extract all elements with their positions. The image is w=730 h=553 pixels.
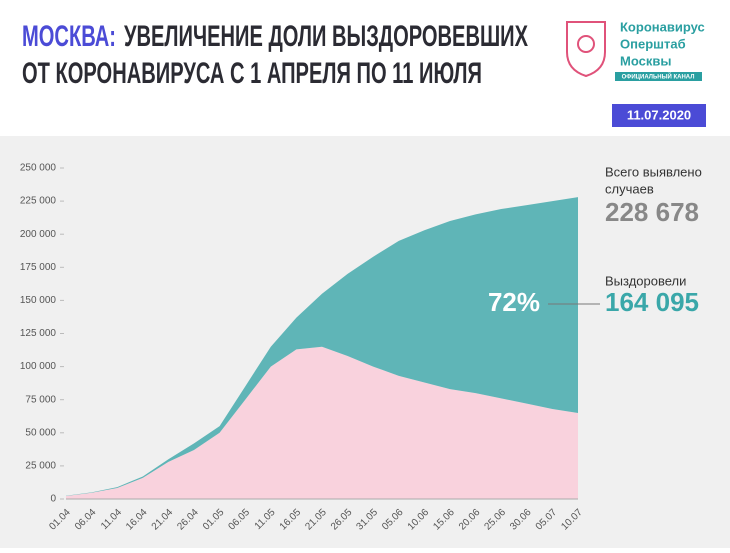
total-label: Всего выявлено <box>605 164 702 179</box>
title-city: МОСКВА: <box>22 20 116 53</box>
recovered-value: 164 095 <box>605 287 699 317</box>
logo-badge <box>615 72 702 81</box>
y-tick-label: 125 000 <box>20 328 57 339</box>
share: 72% <box>488 287 540 317</box>
y-tick-label: 150 000 <box>20 295 57 306</box>
logo-text: Коронавирус <box>620 19 705 34</box>
title-line2: ОТ КОРОНАВИРУСА С 1 АПРЕЛЯ ПО 11 ИЮЛЯ <box>22 57 482 90</box>
logo-text: Москвы <box>620 53 671 68</box>
date-box <box>612 104 706 127</box>
y-tick-label: 25 000 <box>25 461 56 472</box>
logo-badge-text: ОФИЦИАЛЬНЫЙ КАНАЛ <box>622 73 695 81</box>
y-tick-label: 250 000 <box>20 163 57 174</box>
logo-figure <box>577 35 595 53</box>
logo <box>566 21 606 78</box>
y-tick-label: 50 000 <box>25 427 56 438</box>
y-tick-label: 100 000 <box>20 361 57 372</box>
y-tick-label: 225 000 <box>20 196 57 207</box>
area <box>66 346 578 499</box>
y-tick-label: 0 <box>50 494 56 505</box>
date: 11.07.2020 <box>627 107 691 122</box>
recovered-label: Выздоровели <box>605 273 686 288</box>
total-label: случаев <box>605 181 654 196</box>
y-tick-label: 75 000 <box>25 394 56 405</box>
y-tick-label: 200 000 <box>20 229 57 240</box>
logo-shield <box>566 21 606 78</box>
logo-text: Оперштаб <box>620 36 686 51</box>
total-value: 228 678 <box>605 197 699 227</box>
area <box>66 197 578 496</box>
title: УВЕЛИЧЕНИЕ ДОЛИ ВЫЗДОРОВЕВШИХ <box>124 20 528 53</box>
y-tick-label: 175 000 <box>20 262 57 273</box>
